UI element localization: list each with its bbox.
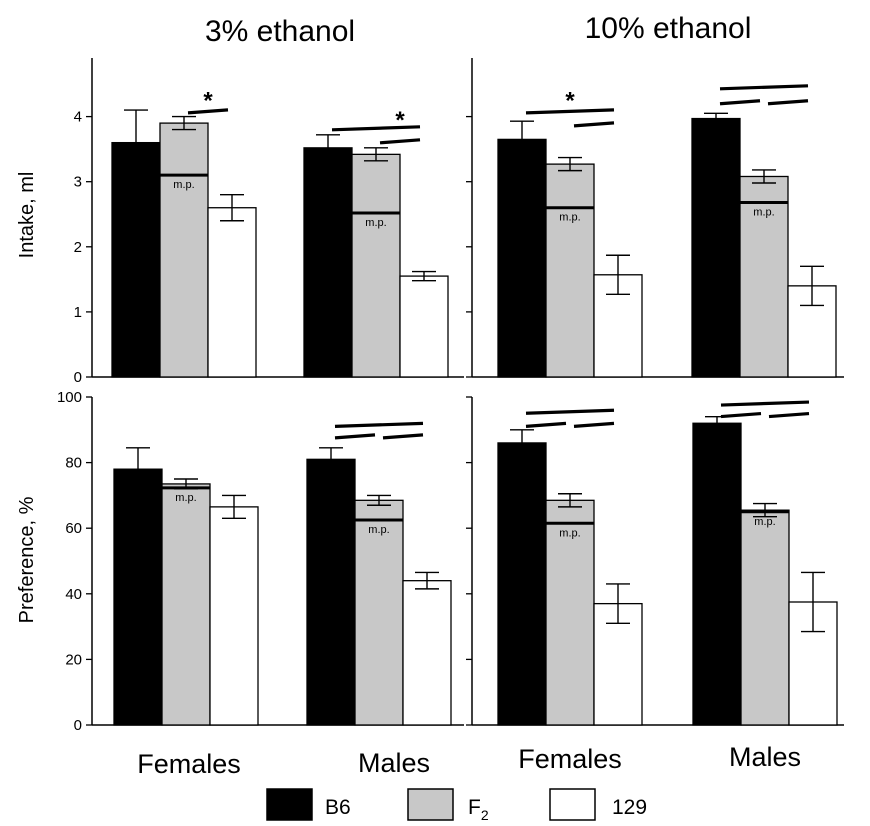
intake-10pct-bar-males-f2 xyxy=(739,175,789,378)
preference-10pct-signif-line-males-1 xyxy=(720,411,762,419)
legend-swatch-f2 xyxy=(407,788,454,821)
intake-3pct-tick-label-4: 4 xyxy=(74,109,82,126)
intake-10pct-midparent-label-females: m.p. xyxy=(559,212,580,224)
intake-3pct-bar-females-f2 xyxy=(159,122,209,378)
intake-3pct-signif-star-males-0: * xyxy=(395,107,405,134)
intake-3pct-signif-star-females-0: * xyxy=(203,87,213,114)
intake-10pct-signif-star-females-0: * xyxy=(565,87,575,114)
intake-3pct-tick-label-1: 1 xyxy=(74,304,82,321)
intake-10pct-midparent-label-males: m.p. xyxy=(753,207,774,219)
preference-10pct-bar-males-f2 xyxy=(740,509,790,726)
intake-3pct-tick-label-2: 2 xyxy=(74,239,82,256)
preference-3pct-bar-females-129 xyxy=(209,506,259,726)
preference-3pct-bar-males-129 xyxy=(402,580,452,726)
intake-3pct-bar-males-f2 xyxy=(351,153,401,378)
y-axis-label-intake: Intake, ml xyxy=(16,172,38,259)
y-axis-label-preference: Preference, % xyxy=(16,496,38,623)
preference-10pct-signif-line-females-2 xyxy=(573,421,615,428)
preference-10pct-midparent-label-males: m.p. xyxy=(754,516,775,528)
preference-3pct-signif-line-males-1 xyxy=(334,433,376,440)
intake-3pct-bar-males-b6 xyxy=(303,147,353,378)
preference-10pct-signif-line-females-0 xyxy=(525,408,615,415)
intake-10pct-signif-line-females-1 xyxy=(573,121,615,128)
legend: B6 F2 129 xyxy=(266,788,647,823)
preference-10pct-signif-line-males-2 xyxy=(768,411,810,419)
preference-10pct-bar-males-b6 xyxy=(692,422,742,726)
preference-3pct-midparent-label-females: m.p. xyxy=(175,492,196,504)
preference-3pct-tick-label-100: 100 xyxy=(57,389,82,406)
panel-title-10pct: 10% ethanol xyxy=(585,12,752,45)
group-label-males-10pct: Males xyxy=(729,742,801,772)
group-label-females-3pct: Females xyxy=(137,749,241,779)
preference-10pct-signif-line-females-1 xyxy=(525,421,567,428)
intake-10pct-bar-females-f2 xyxy=(545,163,595,378)
plots-layer: 0 1 2 3 4 m.p. * m.p. * m.p. * m.p. 0 20 40 60 80 100 m.p.… xyxy=(57,58,844,734)
intake-10pct-bar-males-129 xyxy=(787,285,837,378)
intake-10pct-bar-males-b6 xyxy=(691,117,741,378)
intake-3pct-tick-label-0: 0 xyxy=(74,369,82,386)
legend-label-f2: F2 xyxy=(468,796,489,823)
legend-label-b6: B6 xyxy=(325,796,351,819)
preference-3pct-tick-label-60: 60 xyxy=(65,520,82,537)
preference-10pct-bar-females-f2 xyxy=(545,499,595,726)
preference-3pct-tick-label-20: 20 xyxy=(65,651,82,668)
preference-3pct-midparent-label-males: m.p. xyxy=(368,524,389,536)
legend-label-129: 129 xyxy=(612,796,647,819)
group-label-males-3pct: Males xyxy=(358,748,430,778)
legend-swatch-b6 xyxy=(266,788,313,821)
preference-3pct-bar-males-b6 xyxy=(306,458,356,726)
legend-swatch-129 xyxy=(549,788,596,821)
intake-3pct-signif-line-males-0 xyxy=(331,125,421,132)
preference-3pct-signif-line-males-2 xyxy=(382,433,424,440)
intake-10pct-signif-line-males-0 xyxy=(719,84,809,91)
intake-3pct-signif-line-males-1 xyxy=(379,138,421,145)
preference-3pct-bar-females-b6 xyxy=(113,468,163,726)
preference-10pct-bar-females-b6 xyxy=(497,442,547,726)
intake-10pct-signif-line-males-1 xyxy=(719,99,761,106)
legend-label-f2-sub: 2 xyxy=(481,807,489,823)
preference-3pct-bar-females-f2 xyxy=(161,483,211,726)
intake-3pct-bar-females-b6 xyxy=(111,141,161,378)
intake-3pct-midparent-label-females: m.p. xyxy=(173,179,194,191)
intake-10pct-bar-females-b6 xyxy=(497,138,547,378)
preference-3pct-tick-label-80: 80 xyxy=(65,455,82,472)
intake-3pct-tick-label-3: 3 xyxy=(74,174,82,191)
intake-3pct-bar-females-129 xyxy=(207,207,257,378)
group-label-females-10pct: Females xyxy=(518,744,622,774)
preference-3pct-tick-label-0: 0 xyxy=(74,717,82,734)
preference-10pct-signif-line-males-0 xyxy=(720,400,810,407)
preference-3pct-signif-line-males-0 xyxy=(334,421,424,428)
intake-3pct-signif-line-females-0 xyxy=(187,108,229,115)
intake-10pct-signif-line-males-2 xyxy=(767,99,809,106)
preference-10pct-midparent-label-females: m.p. xyxy=(559,527,580,539)
panel-title-3pct: 3% ethanol xyxy=(205,15,355,48)
intake-10pct-signif-line-females-0 xyxy=(525,108,615,115)
intake-3pct-midparent-label-males: m.p. xyxy=(365,217,386,229)
preference-3pct-tick-label-40: 40 xyxy=(65,586,82,603)
legend-label-f2-main: F xyxy=(468,796,481,819)
intake-3pct-bar-males-129 xyxy=(399,275,449,378)
